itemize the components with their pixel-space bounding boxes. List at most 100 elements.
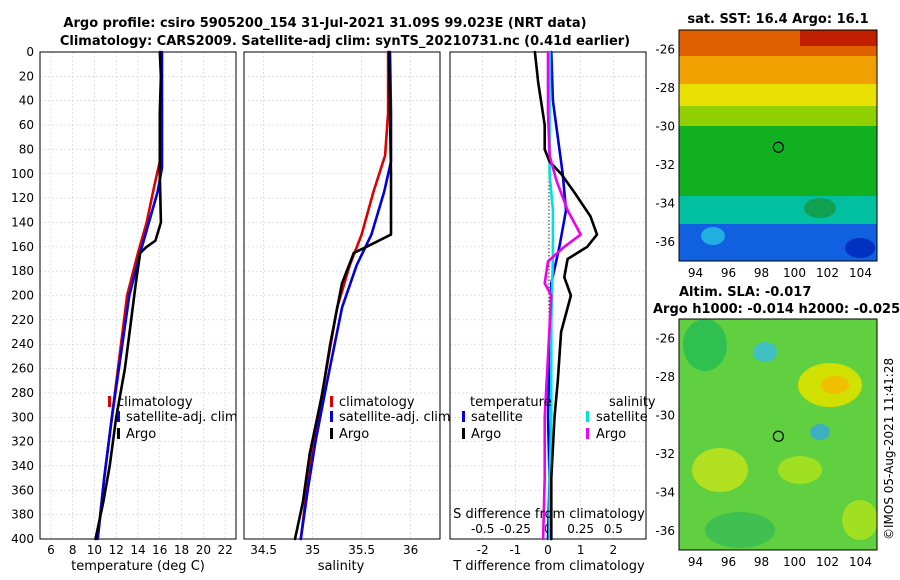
sla-lon-tick-labels: 94 96 98 100 102 104 — [688, 555, 872, 569]
sla-patch-5 — [705, 512, 775, 548]
series-line-s-argo — [541, 50, 583, 541]
lon-tick-label: 94 — [688, 266, 703, 280]
series-line-t-argo — [533, 50, 599, 541]
depth-tick-label: 20 — [19, 69, 34, 83]
temperature-panel: 0 20 40 60 80 100 120 140 160 180 200 220 240 260 280 3… — [11, 45, 238, 574]
temperature-legend: climatology satellite-adj. clim Argo — [108, 395, 238, 442]
x-tick-label: 35 — [305, 543, 320, 557]
salinity-series — [293, 50, 393, 541]
lat-tick-label: -32 — [655, 447, 675, 461]
salinity-panel: 34.5 35 35.5 36 salinity climatology satell… — [243, 50, 451, 574]
x-tick-label: 2 — [610, 543, 618, 557]
s-difference-axis-label: S difference from climatology — [453, 507, 645, 522]
sst-lat-tick-labels: -26 -28 -30 -32 -34 -36 — [655, 42, 675, 249]
x-tick-label: 35.5 — [348, 543, 375, 557]
x-tick-label: 14 — [130, 543, 145, 557]
temperature-axis-label: temperature (deg C) — [71, 559, 205, 574]
lat-tick-label: -36 — [655, 524, 675, 538]
series-line-argo — [94, 50, 163, 541]
x-tick-label: 22 — [217, 543, 232, 557]
lon-tick-label: 94 — [688, 555, 703, 569]
lat-tick-label: -36 — [655, 235, 675, 249]
x-tick-label: 20 — [196, 543, 211, 557]
lon-tick-label: 98 — [754, 266, 769, 280]
legend-label-climatology: climatology — [339, 395, 415, 410]
legend-label-satellite: satellite-adj. clim — [126, 410, 238, 425]
series-line-t-satellite — [546, 50, 568, 541]
argo-location-marker — [772, 141, 784, 153]
legend-label-argo: Argo — [126, 427, 156, 442]
lon-tick-label: 96 — [721, 266, 736, 280]
s-tick-label: 0.5 — [604, 522, 623, 536]
depth-tick-label: 220 — [11, 313, 34, 327]
lon-tick-label: 104 — [849, 555, 872, 569]
sst-patch-cool — [701, 227, 725, 245]
sla-patch-3 — [778, 456, 822, 484]
salinity-axes-frame — [243, 51, 441, 540]
legend-label-t-argo: Argo — [471, 427, 501, 442]
lon-tick-label: 96 — [721, 555, 736, 569]
legend-label-satellite: satellite-adj. clim — [339, 410, 451, 425]
legend-label-s-argo: Argo — [596, 427, 626, 442]
depth-tick-label: 100 — [11, 167, 34, 181]
temperature-grid — [40, 51, 236, 540]
lat-tick-label: -26 — [655, 42, 675, 56]
sla-patch-4 — [842, 500, 877, 540]
sla-patch-cyan — [753, 342, 777, 362]
salinity-tick-labels: 34.5 35 35.5 36 — [250, 543, 418, 557]
legend-label-s-satellite: satellite — [596, 410, 648, 425]
sst-band-teal — [679, 196, 877, 226]
sst-band-yellow — [679, 84, 877, 108]
sla-patch-2 — [692, 448, 748, 492]
depth-tick-labels: 0 20 40 60 80 100 120 140 160 180 200 220 240 260 280 3… — [11, 45, 34, 546]
salinity-legend: climatology satellite-adj. clim Argo — [330, 395, 451, 442]
sla-patch-1 — [683, 319, 727, 371]
s-tick-label: 0.25 — [567, 522, 594, 536]
sla-map: Altim. SLA: -0.017 Argo h1000: -0.014 h2… — [653, 285, 900, 569]
legend-swatch-s-satellite — [586, 411, 589, 422]
x-tick-label: 36 — [403, 543, 418, 557]
sla-lat-tick-labels: -26 -28 -30 -32 -34 -36 — [655, 331, 675, 538]
sst-lon-tick-labels: 94 96 98 100 102 104 — [688, 266, 872, 280]
lon-tick-label: 104 — [849, 266, 872, 280]
depth-tick-label: 180 — [11, 264, 34, 278]
x-tick-label: 34.5 — [250, 543, 277, 557]
figure-title-line1: Argo profile: csiro 5905200_154 31-Jul-2… — [63, 16, 586, 31]
series-line-s-satellite — [548, 50, 555, 541]
depth-tick-label: 0 — [26, 45, 34, 59]
x-tick-label: -2 — [477, 543, 489, 557]
sla-map-frame — [678, 318, 878, 551]
depth-tick-label: 400 — [11, 532, 34, 546]
legend-label-climatology: climatology — [117, 395, 193, 410]
depth-tick-label: 340 — [11, 459, 34, 473]
sst-band-lime — [679, 106, 877, 128]
legend-swatch-argo — [330, 428, 333, 439]
sst-band-green — [679, 126, 877, 198]
s-difference-tick-labels: -0.5 -0.25 0 0.25 0.5 — [471, 522, 623, 536]
lon-tick-label: 102 — [816, 266, 839, 280]
sst-patch-deep — [845, 238, 875, 258]
sst-map: sat. SST: 16.4 Argo: 16.1 94 96 98 100 102 10… — [655, 12, 878, 280]
sla-map-title-line1: Altim. SLA: -0.017 — [679, 285, 811, 300]
lat-tick-label: -32 — [655, 158, 675, 172]
legend-label-argo: Argo — [339, 427, 369, 442]
sla-field — [679, 319, 877, 550]
lat-tick-label: -34 — [655, 196, 675, 210]
lat-tick-label: -30 — [655, 408, 675, 422]
sst-field — [679, 30, 877, 261]
x-tick-label: 16 — [152, 543, 167, 557]
x-tick-label: 0 — [544, 543, 552, 557]
x-tick-label: 12 — [109, 543, 124, 557]
lon-tick-label: 100 — [783, 266, 806, 280]
sla-patch-cyan-2 — [810, 424, 830, 440]
depth-tick-label: 320 — [11, 435, 34, 449]
depth-tick-label: 40 — [19, 94, 34, 108]
t-difference-axis-label: T difference from climatology — [452, 559, 645, 574]
sst-patch-hot — [800, 30, 877, 46]
credit-text: ©IMOS 05-Aug-2021 11:41:28 — [882, 358, 896, 540]
lon-tick-label: 98 — [754, 555, 769, 569]
lon-tick-label: 100 — [783, 555, 806, 569]
temperature-series — [94, 50, 164, 541]
x-tick-label: 18 — [174, 543, 189, 557]
